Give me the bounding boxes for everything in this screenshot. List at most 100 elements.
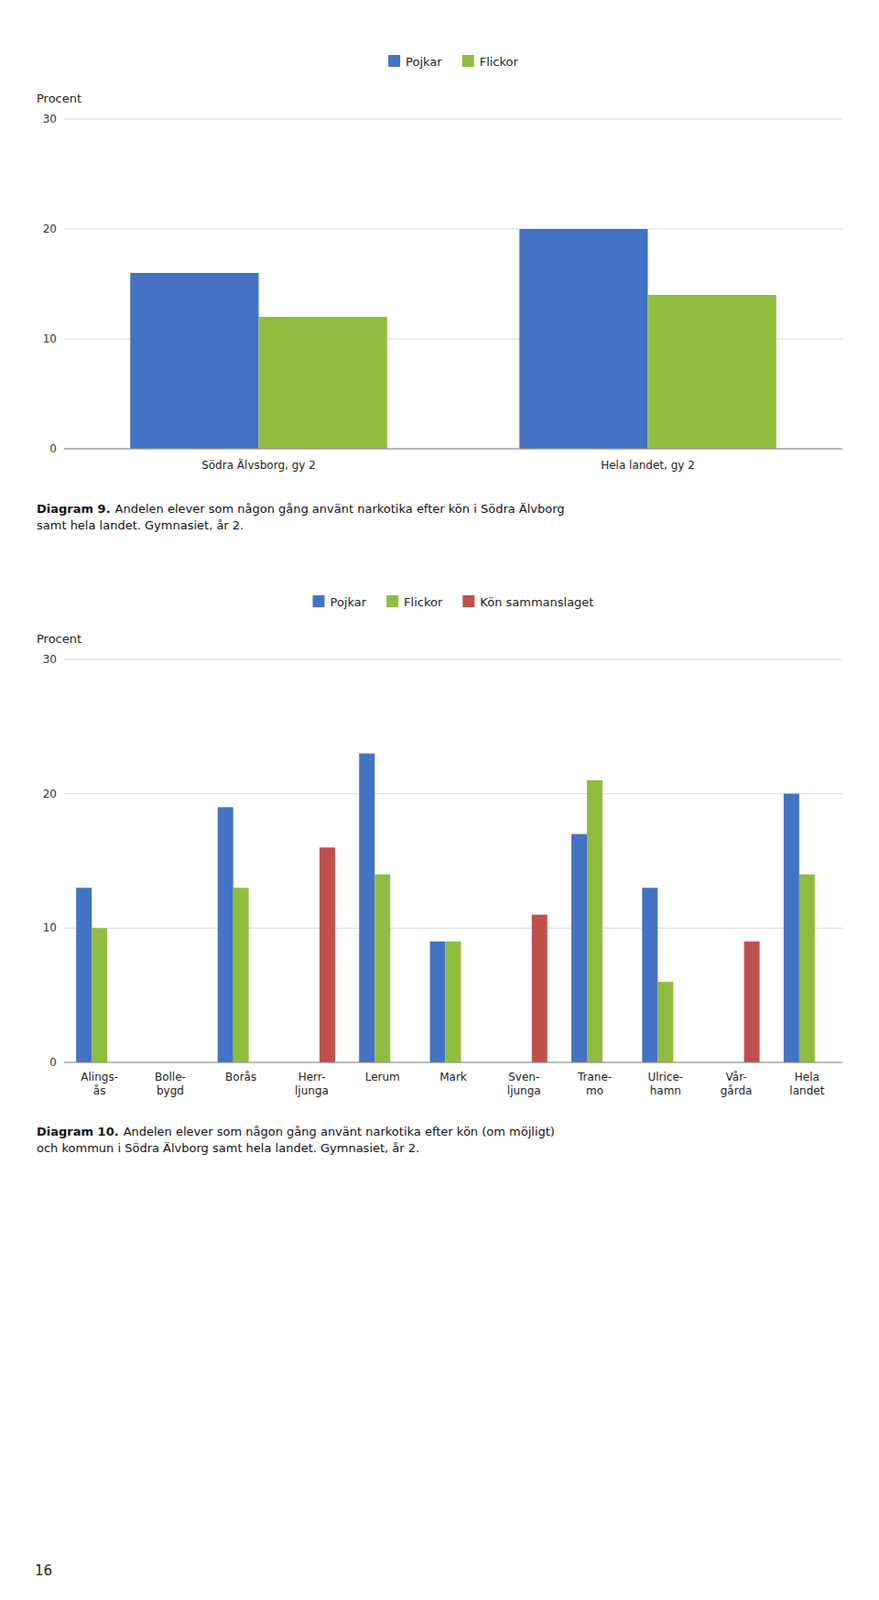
page: 0 10 20 30 Procent Södra Älvsborg, gy 2 Hela l… <box>0 0 879 1600</box>
x-tick-label-line: Herr- <box>298 1070 326 1084</box>
grid-line <box>64 927 843 929</box>
caption-text: samt hela landet. Gymnasiet, år 2. <box>36 518 244 532</box>
legend-label: Flickor <box>403 595 444 609</box>
x-tick-label-line: bygd <box>156 1084 185 1097</box>
legend-swatch <box>462 595 475 608</box>
bar <box>531 914 548 1063</box>
bars <box>130 228 777 449</box>
x-tick-label-line: Södra Älvsborg, gy 2 <box>201 457 316 472</box>
chart: 0 10 20 30 Procent Alings-ås Bolle-bygd Borås He… <box>36 595 843 1155</box>
bar <box>586 780 603 1063</box>
x-tick-label-line: Hela landet, gy 2 <box>600 458 695 472</box>
legend-label: Kön sammanslaget <box>479 595 594 609</box>
x-axis-line <box>64 448 843 450</box>
caption-title: Diagram 9. <box>36 501 111 516</box>
bars <box>75 753 815 1063</box>
y-tick-label: 30 <box>43 652 57 666</box>
bar <box>648 294 777 449</box>
chart: 0 10 20 30 Procent Södra Älvsborg, gy 2 Hela l… <box>36 54 843 532</box>
x-tick-label: Hela landet, gy 2 <box>600 458 695 472</box>
grid-line <box>64 1062 843 1064</box>
x-tick-label-line: Trane- <box>576 1070 612 1084</box>
legend-swatch <box>462 54 475 67</box>
x-axis-line <box>64 1062 843 1064</box>
grid-line <box>64 448 843 450</box>
legend: Pojkar Flickor Kön sammanslaget <box>313 595 595 609</box>
bar <box>130 272 259 449</box>
legend-swatch <box>388 54 401 67</box>
bar <box>233 887 250 1063</box>
x-tick-label: Mark <box>439 1070 467 1084</box>
grid-line <box>64 792 843 794</box>
caption-text: och kommun i Södra Älvborg samt hela lan… <box>36 1140 420 1155</box>
x-tick-label: Trane-mo <box>576 1070 612 1097</box>
x-tick-label-line: Vår- <box>726 1070 748 1084</box>
grid-line <box>64 228 843 230</box>
x-tick-label: Lerum <box>365 1070 401 1084</box>
bar <box>445 941 462 1063</box>
caption-text: Andelen elever som någon gång använt nar… <box>115 501 565 516</box>
legend-label: Pojkar <box>330 595 368 609</box>
x-tick-label-line: ljunga <box>507 1084 542 1097</box>
x-tick-label-line: Hela <box>794 1070 820 1084</box>
x-tick-label: Ulrice-hamn <box>647 1070 684 1097</box>
x-tick-label-line: ås <box>93 1084 107 1097</box>
x-tick-label-line: Mark <box>439 1070 467 1084</box>
x-tick-label-line: Ulrice- <box>647 1070 684 1084</box>
x-tick-label-line: Borås <box>225 1070 257 1084</box>
bar <box>657 981 673 1063</box>
caption-text: Andelen elever som någon gång använt nar… <box>123 1124 555 1139</box>
y-tick-label: 20 <box>43 222 57 236</box>
y-axis-label: Procent <box>36 91 82 106</box>
x-tick-label: Herr-ljunga <box>294 1070 329 1097</box>
x-tick-label: Helalandet <box>789 1070 825 1097</box>
y-axis-label: Procent <box>36 631 82 646</box>
x-tick-label-line: hamn <box>650 1084 682 1097</box>
legend-swatch <box>386 595 399 608</box>
x-tick-label-line: Bolle- <box>154 1070 186 1084</box>
x-tick-label: Alings-ås <box>80 1070 119 1097</box>
bar <box>571 834 587 1063</box>
bar <box>430 941 446 1063</box>
x-tick-label: Borås <box>225 1070 257 1084</box>
y-tick-label: 10 <box>43 332 57 346</box>
bar <box>358 753 375 1063</box>
y-tick-label: 10 <box>43 921 57 934</box>
bar <box>799 874 815 1063</box>
legend-label: Pojkar <box>405 54 443 69</box>
x-tick-label-line: Alings- <box>80 1070 119 1084</box>
x-tick-label: Bolle-bygd <box>154 1070 186 1097</box>
x-tick-label-line: mo <box>586 1084 604 1097</box>
x-tick-label-line: Sven- <box>508 1070 540 1084</box>
x-tick-label-line: ljunga <box>294 1084 329 1097</box>
x-tick-label-line: gårda <box>720 1084 753 1097</box>
bar <box>519 228 648 449</box>
x-tick-label: Vår-gårda <box>720 1070 753 1097</box>
y-tick-label: 20 <box>43 787 57 801</box>
bar <box>75 887 92 1063</box>
bar <box>319 846 336 1063</box>
legend-label: Flickor <box>479 54 520 69</box>
bar <box>374 874 391 1063</box>
legend: Pojkar Flickor <box>388 54 519 69</box>
x-tick-label: Södra Älvsborg, gy 2 <box>201 457 316 472</box>
bar <box>744 941 760 1063</box>
grid-line <box>64 119 843 120</box>
caption: Diagram 9. Andelen elever som någon gång … <box>36 501 565 516</box>
grid-line <box>64 659 843 661</box>
x-tick-label-line: Lerum <box>365 1070 401 1084</box>
caption-title: Diagram 10. <box>36 1124 120 1139</box>
page-number: 16 <box>34 1562 53 1579</box>
x-tick-label: Sven-ljunga <box>507 1070 542 1097</box>
bar <box>91 927 108 1063</box>
bar <box>217 806 234 1063</box>
y-tick-label: 30 <box>43 112 57 126</box>
bar <box>259 316 388 449</box>
caption: Diagram 10.Andelen elever som någon gång… <box>36 1124 555 1139</box>
x-tick-label-line: landet <box>789 1084 825 1097</box>
y-tick-label: 0 <box>49 442 57 456</box>
bar <box>641 887 658 1063</box>
legend-swatch <box>313 595 326 608</box>
bar <box>783 793 800 1063</box>
y-tick-label: 0 <box>49 1055 57 1069</box>
